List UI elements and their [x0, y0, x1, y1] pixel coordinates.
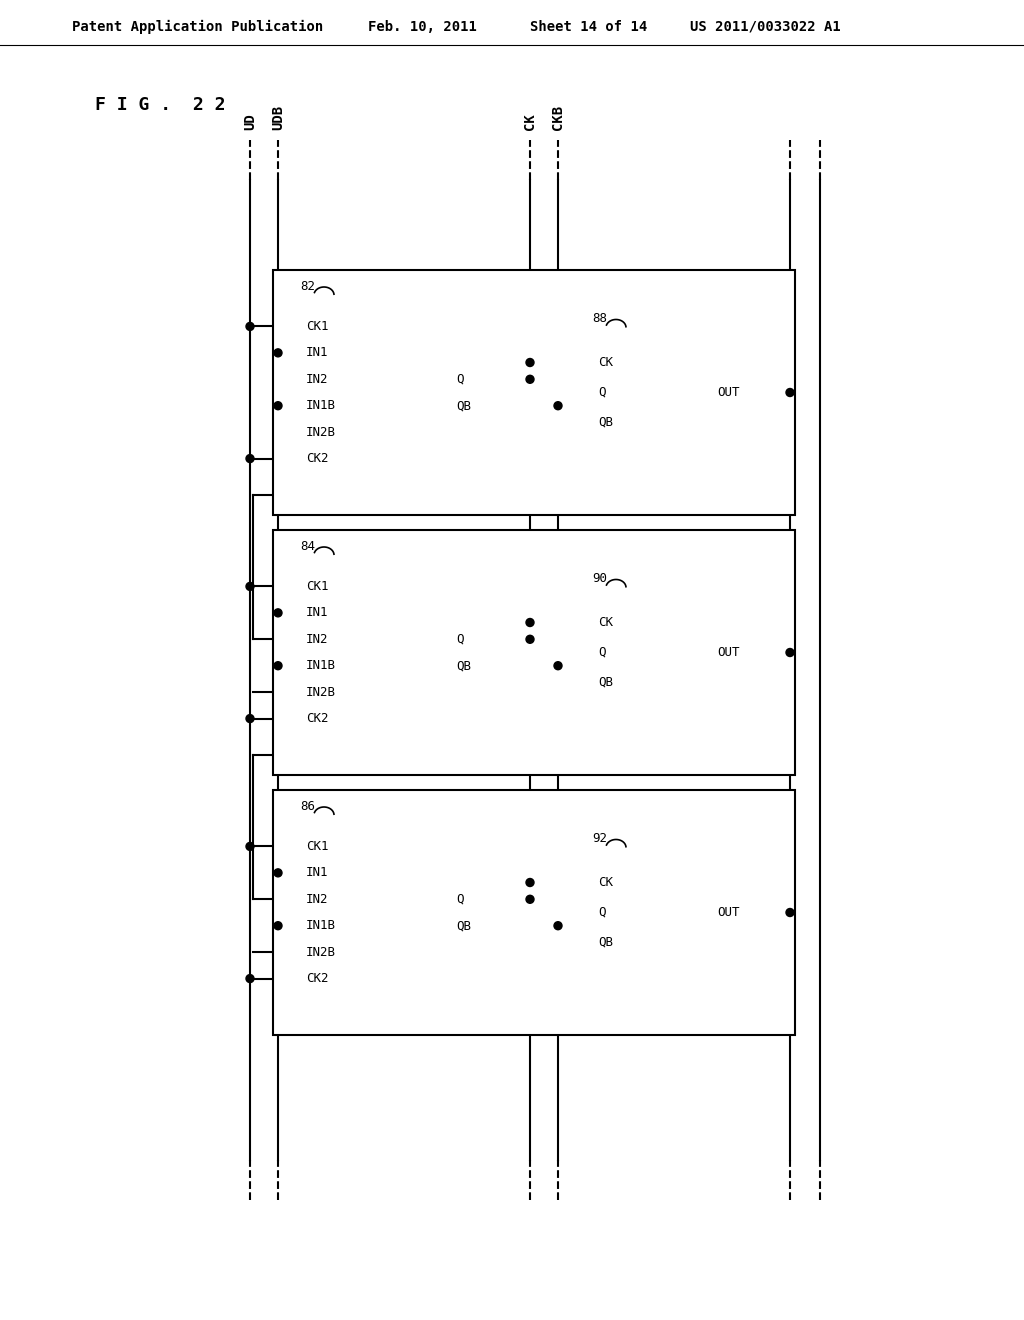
Text: QB: QB: [598, 676, 613, 689]
Circle shape: [554, 401, 562, 409]
Circle shape: [246, 974, 254, 982]
Circle shape: [526, 895, 534, 903]
Text: US 2011/0033022 A1: US 2011/0033022 A1: [690, 20, 841, 34]
Text: UDB: UDB: [271, 104, 285, 129]
Bar: [590, 853, 765, 973]
Text: Q: Q: [598, 906, 605, 919]
Bar: [590, 593, 765, 713]
Text: 90: 90: [592, 572, 607, 585]
Text: IN1B: IN1B: [306, 399, 336, 412]
Circle shape: [786, 388, 794, 396]
Text: CK: CK: [598, 876, 613, 888]
Circle shape: [246, 582, 254, 590]
Circle shape: [274, 869, 282, 876]
Text: IN2: IN2: [306, 892, 329, 906]
Text: CK1: CK1: [306, 579, 329, 593]
Circle shape: [274, 348, 282, 356]
Text: IN1: IN1: [306, 346, 329, 359]
Circle shape: [554, 921, 562, 929]
Text: Sheet 14 of 14: Sheet 14 of 14: [530, 20, 647, 34]
Circle shape: [274, 609, 282, 616]
Bar: [298, 820, 498, 1005]
Text: Q: Q: [598, 645, 605, 659]
Text: OUT: OUT: [717, 645, 739, 659]
Bar: [298, 560, 498, 744]
Text: Q: Q: [456, 892, 464, 906]
Circle shape: [246, 454, 254, 462]
Text: 86: 86: [300, 800, 315, 813]
Text: 84: 84: [300, 540, 315, 553]
Text: QB: QB: [456, 919, 471, 932]
Circle shape: [246, 322, 254, 330]
Text: 88: 88: [592, 312, 607, 325]
Text: IN1: IN1: [306, 866, 329, 879]
Text: QB: QB: [456, 659, 471, 672]
Text: CK1: CK1: [306, 319, 329, 333]
Bar: [273, 789, 795, 1035]
Circle shape: [274, 661, 282, 669]
Text: IN1B: IN1B: [306, 919, 336, 932]
Circle shape: [786, 908, 794, 916]
Text: UD: UD: [243, 114, 257, 129]
Text: IN2B: IN2B: [306, 945, 336, 958]
Circle shape: [526, 635, 534, 643]
Text: IN2: IN2: [306, 372, 329, 385]
Text: QB: QB: [598, 416, 613, 429]
Text: CK1: CK1: [306, 840, 329, 853]
Circle shape: [246, 714, 254, 722]
Bar: [590, 333, 765, 453]
Text: QB: QB: [456, 399, 471, 412]
Text: 92: 92: [592, 832, 607, 845]
Bar: [273, 271, 795, 515]
Text: 82: 82: [300, 280, 315, 293]
Text: IN2B: IN2B: [306, 425, 336, 438]
Text: CK2: CK2: [306, 972, 329, 985]
Text: CK: CK: [523, 114, 537, 129]
Circle shape: [526, 375, 534, 383]
Bar: [273, 531, 795, 775]
Text: Q: Q: [598, 385, 605, 399]
Text: Feb. 10, 2011: Feb. 10, 2011: [368, 20, 477, 34]
Text: CK2: CK2: [306, 451, 329, 465]
Text: IN2B: IN2B: [306, 685, 336, 698]
Circle shape: [526, 619, 534, 627]
Text: F I G .  2 2: F I G . 2 2: [95, 96, 225, 114]
Circle shape: [274, 401, 282, 409]
Circle shape: [786, 648, 794, 656]
Text: CKB: CKB: [551, 104, 565, 129]
Text: IN1: IN1: [306, 606, 329, 619]
Text: IN2: IN2: [306, 632, 329, 645]
Text: CK: CK: [598, 356, 613, 370]
Circle shape: [274, 921, 282, 929]
Circle shape: [526, 359, 534, 367]
Text: CK: CK: [598, 616, 613, 630]
Text: CK2: CK2: [306, 711, 329, 725]
Circle shape: [246, 842, 254, 850]
Text: Patent Application Publication: Patent Application Publication: [72, 20, 324, 34]
Bar: [298, 300, 498, 484]
Text: OUT: OUT: [717, 385, 739, 399]
Circle shape: [526, 879, 534, 887]
Text: Q: Q: [456, 632, 464, 645]
Text: Q: Q: [456, 372, 464, 385]
Text: OUT: OUT: [717, 906, 739, 919]
Text: IN1B: IN1B: [306, 659, 336, 672]
Text: QB: QB: [598, 936, 613, 949]
Circle shape: [554, 661, 562, 669]
